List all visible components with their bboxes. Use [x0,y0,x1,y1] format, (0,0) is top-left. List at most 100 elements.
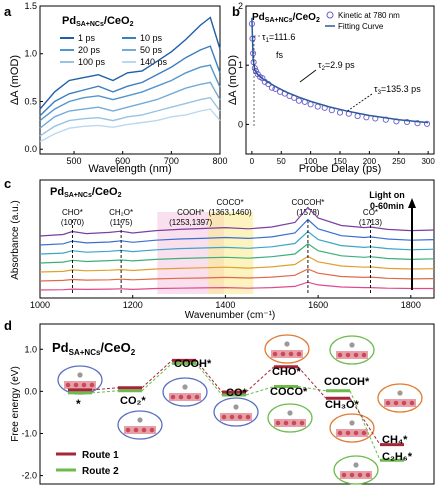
panel-d-ticks: -2.0 -1.0 0.0 1.0 [21,344,43,481]
panel-b-ytick-label: 2 [238,1,243,11]
panel-b-xlabel: Probe Delay (ps) [299,163,382,175]
structure-atom [345,352,351,358]
panel-c-peak-position: (1363,1460) [208,208,251,217]
panel-c-ylabel: Absorbance (a.u.) [10,200,21,280]
species-star: * [76,397,81,411]
structure-bubble [333,455,379,485]
panel-b-kinetic-point [336,109,344,116]
structure-surface [124,426,156,434]
structure-bubble [377,383,423,413]
energy-connector [195,363,223,396]
panel-b-kinetic-point [423,120,431,127]
structure-atom [361,430,367,436]
structure-adsorbate [353,462,359,468]
panel-c-highlight-bands [157,212,254,294]
structure-atom [337,352,343,358]
panel-c-spectrum [39,268,435,282]
structure-atom [353,430,359,436]
panel-c-peak-name: COCOH* [291,198,324,207]
panel-b-xtick-label: 300 [421,157,435,166]
structure-atom [401,400,407,406]
panel-a-series-line [39,108,221,143]
light-range-label: 0-60min [370,201,404,211]
structure-atom [345,430,351,436]
species-co2: CO₂* [120,395,146,407]
structure-atom [288,351,294,357]
structure-adsorbate [284,341,290,347]
structure-atom [365,472,371,478]
panel-a-xlabel: Wavelength (nm) [88,163,171,175]
structure-atom [349,472,355,478]
structure-adsorbate [137,417,143,423]
species-cooh: COOH* [174,358,212,370]
structure-atom [186,394,192,400]
panel-d-ytick-label: 1.0 [24,344,37,354]
energy-connector [141,363,173,392]
structure-bubble [162,377,208,407]
structure-atom [81,382,87,388]
panel-a-legend-label: 1 ps [78,33,96,43]
structure-atom [272,351,278,357]
structure-atom [125,427,131,433]
energy-connector [195,360,223,393]
legend-route2-label: Route 2 [82,466,119,477]
panel-c-xtick-label: 1400 [215,300,235,310]
panel-a-legend-label: 20 ps [78,45,101,55]
structure-atom [141,427,147,433]
structure-atom [283,420,289,426]
structure-adsorbate [77,372,83,378]
panel-b-kinetic-point [314,103,321,110]
structure-bubble [329,413,375,443]
tau1-annotation: τ1=111.6 [262,32,295,44]
panel-c-spectrum [39,243,435,264]
species-cho: CHO* [272,366,301,378]
structure-surface [274,419,306,427]
structure-atom [149,427,155,433]
panel-d-letter: d [4,318,12,333]
panel-d-paths [68,358,404,462]
species-co: CO* [226,387,248,399]
panel-c-ticks: 1000 1200 1400 1600 1800 [30,295,421,310]
structure-atom [275,420,281,426]
panel-b: b PdSA+NCs/CeO2 Kinetic at 780 nm Fittin… [227,1,435,175]
panel-c: c PdSA+NCs/CeO2 CHO*(1070)CH₂O*(1175)COO… [4,176,435,321]
legend-fit-label: Fitting Curve [338,22,384,31]
panel-d-ytick-label: 0.0 [24,386,37,396]
panel-b-xtick-label: 0 [250,157,255,166]
structure-surface [340,471,372,479]
tau2-annotation: τ2=2.9 ps [318,60,355,72]
panel-c-xlabel: Wavenumber (cm⁻¹) [185,310,275,321]
panel-d-structures [57,334,423,485]
structure-surface [384,399,416,407]
panel-b-xtick-label: 150 [333,157,347,166]
structure-adsorbate [349,420,355,426]
panel-c-series [39,206,435,294]
panel-a-ytick-label: 1.5 [24,1,37,11]
panel-b-ylabel: ΔA (mOD) [227,55,239,105]
structure-surface [336,429,368,437]
panel-d: d PdSA+NCs/CeO2 -2.0 -1.0 0.0 1.0 * CO₂* CO… [4,318,435,485]
panel-b-letter: b [232,4,240,19]
panel-b-xtick-label: 200 [363,157,377,166]
panel-a-legend-label: 10 ps [140,33,163,43]
structure-atom [280,351,286,357]
panel-b-xtick-label: 50 [277,157,286,166]
panel-d-ytick-label: -2.0 [21,471,37,481]
panel-a-ytick-label: 1.0 [24,49,37,59]
species-ch3o: CH₃O* [325,399,360,411]
tau3-arrow [345,93,373,113]
panel-c-spectrum [39,281,434,291]
panel-b-fit-curve [251,17,429,124]
panel-b-kinetic-point [295,97,302,104]
panel-c-peak-name: COCO* [216,198,243,207]
energy-connector [349,390,381,461]
panel-c-band [208,212,254,294]
structure-bubble [264,334,310,364]
panel-a-series-line [39,16,221,110]
structure-atom [385,400,391,406]
panel-b-points [248,17,431,127]
structure-adsorbate [287,410,293,416]
energy-connector [245,366,275,393]
panel-b-kinetic-point [414,120,421,127]
panel-a-legend-label: 100 ps [78,57,106,67]
